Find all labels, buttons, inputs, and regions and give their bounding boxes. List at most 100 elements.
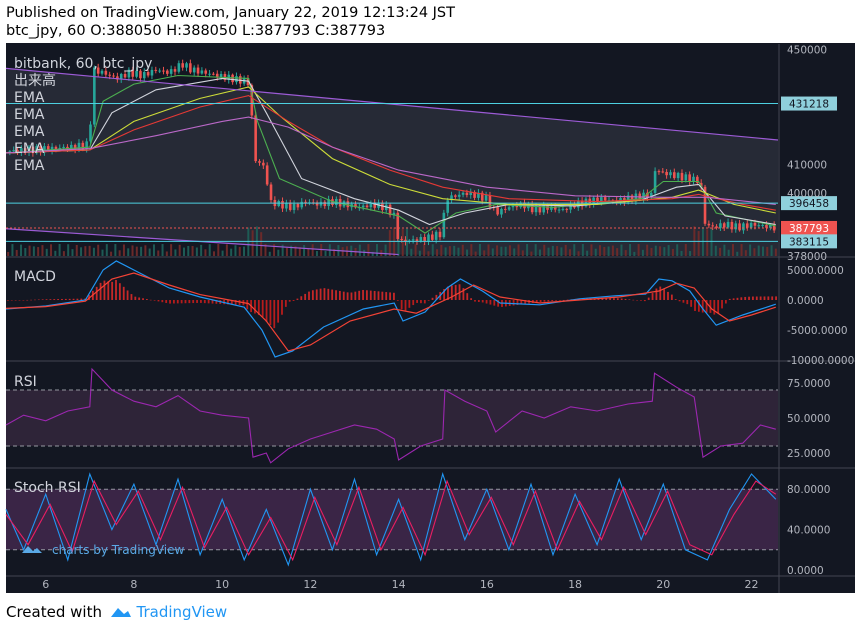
candle-body <box>765 224 768 228</box>
volume-bar <box>616 248 619 256</box>
candle-body <box>504 208 507 210</box>
candle-body <box>292 203 296 210</box>
candle-body <box>550 206 553 210</box>
volume-bar <box>225 244 228 256</box>
candle-body <box>542 205 546 213</box>
macd-histogram-bar <box>674 299 677 300</box>
volume-bar <box>213 251 216 256</box>
volume-bar <box>251 230 254 256</box>
macd-histogram-bar <box>663 289 666 300</box>
time-tick-label: 16 <box>480 578 494 591</box>
volume-bar <box>607 246 610 256</box>
candle-body <box>561 208 565 210</box>
candle-body <box>680 172 684 181</box>
ohlc-header: btc_jpy, 60 O:388050 H:388050 L:387793 C… <box>6 23 386 39</box>
macd-histogram-bar <box>481 300 484 303</box>
macd-tick-label: 5000.0000 <box>787 265 844 277</box>
macd-histogram-bar <box>655 288 658 300</box>
volume-bar <box>285 247 288 256</box>
macd-histogram-bar <box>277 300 280 323</box>
macd-histogram-bar <box>628 299 631 300</box>
macd-histogram-bar <box>296 298 299 300</box>
candle-body <box>285 202 288 209</box>
macd-histogram-bar <box>292 300 295 301</box>
macd-histogram-bar <box>597 298 600 300</box>
macd-histogram-bar <box>667 291 669 300</box>
macd-histogram-bar <box>362 289 364 300</box>
macd-histogram-bar <box>709 300 712 313</box>
volume-bar <box>135 246 138 256</box>
candle-body <box>600 197 603 202</box>
candle-body <box>722 223 726 228</box>
volume-bar <box>32 246 35 256</box>
candle-body <box>484 195 488 201</box>
candle-body <box>16 150 19 153</box>
candle-body <box>208 73 211 75</box>
macd-histogram-bar <box>323 288 326 300</box>
volume-bar <box>281 244 284 256</box>
candle-body <box>215 73 219 77</box>
volume-bar <box>273 244 276 256</box>
candle-body <box>715 226 718 228</box>
candle-body <box>511 205 515 208</box>
volume-bar <box>731 244 734 256</box>
candle-body <box>142 72 146 79</box>
volume-bar <box>766 246 769 256</box>
macd-histogram-bar <box>80 298 83 300</box>
macd-histogram-bar <box>138 297 141 300</box>
candle-body <box>119 73 123 80</box>
candle-body <box>69 144 73 150</box>
candle-body <box>696 176 699 183</box>
candle-body <box>85 141 88 149</box>
macd-histogram-bar <box>385 292 388 300</box>
volume-bar <box>736 251 739 256</box>
candle-body <box>66 146 69 150</box>
candle-body <box>27 146 31 154</box>
macd-histogram-bar <box>304 293 307 300</box>
candle-body <box>185 63 188 68</box>
macd-histogram-bar <box>142 298 144 300</box>
macd-histogram-bar <box>431 297 434 300</box>
macd-histogram-bar <box>535 300 538 303</box>
candle-body <box>676 172 680 179</box>
candle-body <box>442 212 446 238</box>
candle-body <box>596 197 599 202</box>
macd-histogram-bar <box>308 291 310 300</box>
price-tick-label: 378000 <box>787 251 827 263</box>
volume-bar <box>97 244 100 256</box>
macd-histogram-bar <box>53 299 56 300</box>
candle-body <box>672 172 676 179</box>
candle-body <box>404 239 407 242</box>
macd-histogram-bar <box>338 290 341 300</box>
macd-histogram-bar <box>366 290 368 300</box>
time-tick-label: 8 <box>130 578 137 591</box>
volume-bar <box>478 244 481 256</box>
stoch-d-line <box>5 479 777 562</box>
macd-histogram-bar <box>254 300 256 314</box>
volume-bar <box>577 251 580 256</box>
candle-body <box>684 174 688 181</box>
trend-line-1[interactable] <box>5 67 779 141</box>
macd-histogram-bar <box>763 296 766 300</box>
volume-bar <box>650 247 653 256</box>
candle-body <box>661 171 665 173</box>
macd-histogram-bar <box>543 300 546 302</box>
candle-body <box>139 70 142 79</box>
macd-histogram-bar <box>111 281 114 300</box>
macd-histogram-bar <box>686 300 689 305</box>
candle-body <box>626 195 630 203</box>
time-tick-label: 6 <box>42 578 49 591</box>
volume-bar <box>680 250 683 256</box>
macd-histogram-bar <box>273 300 276 329</box>
macd-histogram-bar <box>566 299 569 301</box>
macd-histogram-bar <box>443 289 446 300</box>
macd-histogram-bar <box>416 300 418 303</box>
candle-body <box>538 206 542 213</box>
volume-bar <box>71 249 74 256</box>
volume-bar <box>594 248 597 256</box>
footer-brand[interactable]: TradingView <box>136 603 228 621</box>
macd-histogram-bar <box>68 298 71 300</box>
macd-histogram-bar <box>311 290 314 300</box>
macd-histogram-bar <box>404 300 407 311</box>
